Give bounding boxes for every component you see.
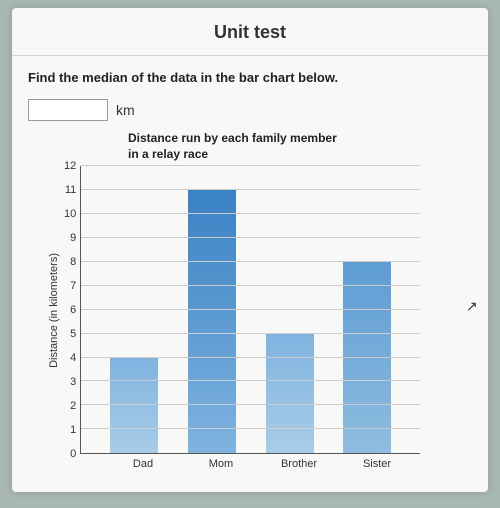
gridline xyxy=(81,357,420,358)
chart-title-line1: Distance run by each family member xyxy=(128,131,337,145)
gridline xyxy=(81,333,420,334)
question-text: Find the median of the data in the bar c… xyxy=(28,70,472,85)
yaxis-ticks: 1211109876543210 xyxy=(64,166,80,454)
xtick: Sister xyxy=(338,454,416,470)
gridline xyxy=(81,213,420,214)
xtick: Mom xyxy=(182,454,260,470)
plot-area xyxy=(80,166,420,454)
unit-label: km xyxy=(116,102,135,118)
xtick: Brother xyxy=(260,454,338,470)
gridline xyxy=(81,309,420,310)
bar-mom xyxy=(188,190,236,453)
page-title: Unit test xyxy=(12,22,488,43)
gridline xyxy=(81,285,420,286)
gridline xyxy=(81,237,420,238)
bar-slot xyxy=(329,166,407,453)
answer-row: km xyxy=(28,99,472,121)
bar-slot xyxy=(251,166,329,453)
gridline xyxy=(81,404,420,405)
gridline xyxy=(81,380,420,381)
bar-slot xyxy=(173,166,251,453)
answer-input[interactable] xyxy=(28,99,108,121)
bar-brother xyxy=(266,334,314,454)
bar-chart: Distance run by each family member in a … xyxy=(48,131,472,470)
gridline xyxy=(81,189,420,190)
gridline xyxy=(81,428,420,429)
gridline xyxy=(81,261,420,262)
xaxis-ticks: DadMomBrotherSister xyxy=(90,454,430,470)
bar-dad xyxy=(110,358,158,454)
gridline xyxy=(81,165,420,166)
yaxis-label: Distance (in kilometers) xyxy=(48,253,60,368)
chart-title: Distance run by each family member in a … xyxy=(128,131,472,162)
xtick: Dad xyxy=(104,454,182,470)
page-header: Unit test xyxy=(12,8,488,56)
chart-title-line2: in a relay race xyxy=(128,147,208,161)
cursor-icon: ↖ xyxy=(466,298,478,315)
bar-slot xyxy=(95,166,173,453)
